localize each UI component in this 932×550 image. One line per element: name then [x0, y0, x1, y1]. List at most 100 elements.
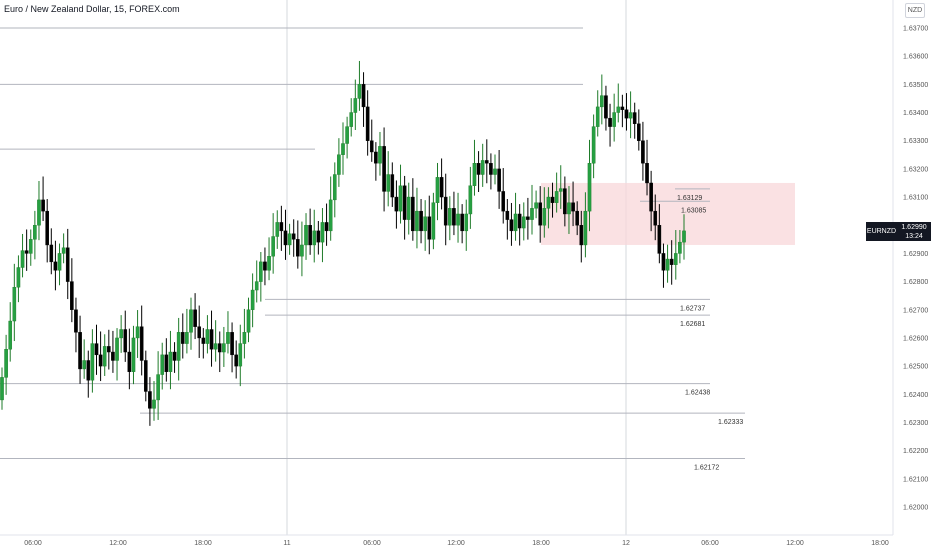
- time-tick-label: 12:00: [786, 540, 804, 547]
- candle-body: [411, 196, 415, 232]
- candle-body: [300, 244, 304, 257]
- candle-body: [435, 177, 440, 203]
- candle-body: [661, 253, 666, 271]
- candle-body: [517, 213, 522, 229]
- candle-body: [341, 143, 345, 155]
- candle-body: [624, 109, 629, 119]
- candle-body: [337, 154, 341, 175]
- candle-body: [571, 202, 575, 212]
- chart-title: Euro / New Zealand Dollar, 15, FOREX.com: [4, 4, 180, 14]
- candle-body: [595, 106, 600, 127]
- candle-body: [217, 343, 222, 353]
- candle-body: [386, 174, 390, 192]
- candle-body: [476, 163, 481, 175]
- candle-body: [390, 174, 395, 198]
- candle-body: [653, 210, 658, 226]
- price-tick-label: 1.62200: [903, 448, 928, 455]
- last-price-box: 1.62990 13:24: [897, 222, 931, 241]
- candle-body: [649, 182, 653, 212]
- candle-body: [287, 233, 292, 246]
- candle-body: [238, 343, 243, 367]
- price-level-label: 1.62737: [680, 305, 705, 312]
- candle-body: [682, 230, 686, 243]
- price-tick-label: 1.63200: [903, 166, 928, 173]
- candle-body: [419, 210, 423, 232]
- candle-body: [657, 225, 662, 254]
- candle-body: [156, 374, 160, 401]
- price-tick-label: 1.62500: [903, 364, 928, 371]
- candle-body: [209, 329, 214, 350]
- candle-body: [127, 351, 132, 372]
- candle-body: [20, 250, 25, 268]
- candle-body: [456, 213, 460, 226]
- candle-body: [16, 267, 21, 288]
- candle-body: [4, 349, 8, 378]
- candle-body: [180, 332, 185, 344]
- candle-body: [267, 256, 271, 271]
- currency-badge[interactable]: NZD: [905, 3, 925, 18]
- candle-body: [49, 244, 54, 263]
- candle-body: [234, 354, 238, 367]
- candle-body: [328, 199, 333, 232]
- candle-body: [374, 151, 378, 164]
- candle-body: [579, 225, 584, 246]
- candle-body: [345, 126, 349, 144]
- price-tick-label: 1.62700: [903, 307, 928, 314]
- candle-body: [439, 177, 444, 198]
- candle-body: [394, 196, 399, 212]
- candle-body: [28, 239, 33, 254]
- candle-body: [563, 188, 567, 215]
- candle-body: [550, 196, 555, 203]
- candle-body: [164, 354, 169, 372]
- candle-body: [530, 208, 534, 220]
- time-tick-label: 12:00: [447, 540, 465, 547]
- candle-body: [57, 253, 62, 271]
- candle-body: [378, 146, 382, 164]
- candle-body: [172, 351, 177, 361]
- last-price-tag: EURNZD 1.62990 13:24: [866, 222, 931, 241]
- candle-body: [201, 337, 206, 344]
- candle-body: [501, 191, 506, 212]
- candle-body: [678, 241, 682, 254]
- candle-body: [353, 98, 358, 113]
- candle-body: [135, 326, 140, 339]
- candle-body: [608, 117, 612, 127]
- candle-body: [575, 210, 579, 226]
- candle-body: [493, 168, 497, 175]
- candle-body: [193, 309, 197, 327]
- price-level-label: 1.62438: [685, 390, 710, 397]
- candle-body: [168, 351, 173, 372]
- time-tick-label: 18:00: [194, 540, 212, 547]
- supply-demand-zone[interactable]: [541, 182, 795, 245]
- candle-body: [111, 351, 115, 361]
- candle-body: [665, 258, 670, 271]
- candle-body: [312, 230, 317, 246]
- candle-body: [45, 210, 49, 246]
- candle-body: [497, 168, 501, 192]
- candle-body: [369, 140, 374, 153]
- candle-body: [452, 208, 456, 226]
- candle-body: [86, 360, 91, 381]
- candle-body: [632, 112, 637, 124]
- candle-body: [70, 281, 74, 310]
- price-tick-label: 1.62900: [903, 251, 928, 258]
- candle-body: [513, 213, 518, 232]
- price-tick-label: 1.63600: [903, 54, 928, 61]
- candle-body: [123, 329, 128, 353]
- symbol-label: EURNZD: [866, 222, 897, 241]
- candle-body: [90, 343, 95, 381]
- candle-body: [259, 261, 263, 282]
- candle-body: [115, 337, 119, 361]
- price-level-label: 1.63129: [677, 195, 702, 202]
- price-tick-label: 1.62000: [903, 505, 928, 512]
- price-axis[interactable]: 1.63700 1.63600 1.63500 1.63400 1.63300 1.632…: [903, 26, 928, 512]
- time-axis[interactable]: 06:00 12:00 18:00 11 06:00 12:00 18:00 12 06:00 1…: [24, 540, 889, 547]
- time-tick-label: 06:00: [24, 540, 42, 547]
- candle-body: [131, 337, 136, 372]
- bar-countdown: 13:24: [905, 233, 923, 240]
- candle-body: [443, 196, 448, 226]
- candle-body: [65, 247, 70, 282]
- candle-body: [332, 174, 337, 201]
- candle-body: [230, 332, 234, 356]
